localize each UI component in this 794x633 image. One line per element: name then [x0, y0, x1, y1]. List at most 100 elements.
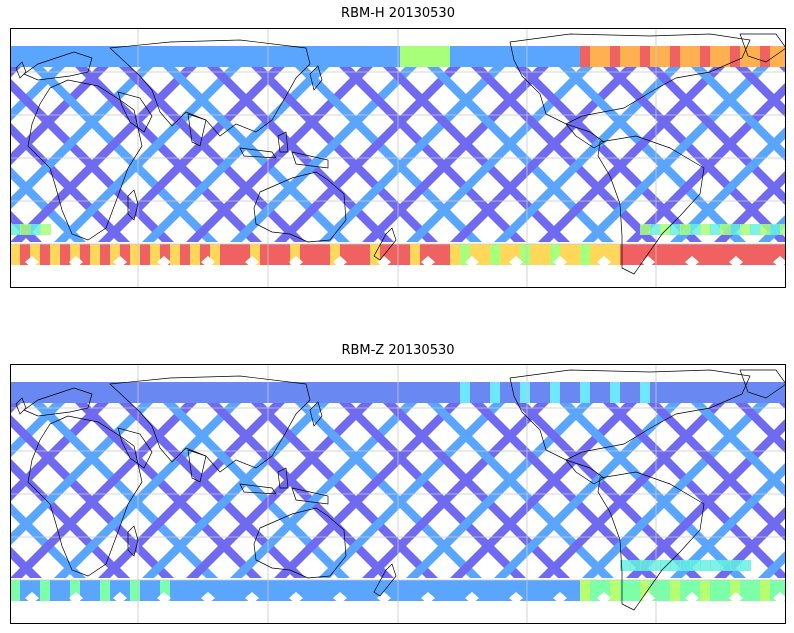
swath-tile	[190, 254, 201, 265]
swath-tile	[500, 244, 511, 255]
swath-tile	[40, 46, 51, 57]
swath-tile	[20, 580, 31, 591]
swath-tile	[70, 580, 81, 591]
swath-tile	[560, 382, 571, 393]
swath-tile	[190, 56, 201, 67]
swath-tile	[430, 46, 441, 57]
swath-tile	[360, 46, 371, 57]
swath-tile	[140, 46, 151, 57]
swath-tile	[30, 392, 41, 403]
swath-gap	[333, 256, 347, 268]
swath-tile	[300, 254, 311, 265]
swath-tile	[250, 56, 261, 67]
swath-tile	[320, 56, 331, 67]
swath-tile	[260, 382, 271, 393]
swath-track	[318, 382, 526, 578]
swath-gap	[201, 592, 215, 604]
swath-tile	[290, 244, 301, 255]
swath-tile	[580, 56, 591, 67]
swath-tile	[480, 382, 491, 393]
swath-track	[538, 46, 746, 242]
swath-layer	[10, 382, 786, 604]
swath-tile	[150, 244, 161, 255]
swath-tile	[650, 590, 661, 601]
swath-tile	[150, 46, 161, 57]
swath-tile	[640, 224, 651, 235]
swath-tile	[740, 46, 751, 57]
swath-tile	[700, 580, 711, 591]
swath-tile	[170, 382, 181, 393]
swath-tile	[240, 580, 251, 591]
coastlines	[15, 369, 786, 611]
swath-tile	[630, 46, 641, 57]
swath-tile	[270, 382, 281, 393]
swath-tile	[70, 46, 81, 57]
swath-tile	[80, 382, 91, 393]
swath-tile	[750, 580, 761, 591]
swath-gap	[597, 256, 611, 268]
panel-title-top: RBM-H 20130530	[341, 6, 455, 21]
swath-gap	[289, 592, 303, 604]
swath-tile	[110, 46, 121, 57]
swath-tile	[10, 392, 21, 403]
swath-tile	[540, 580, 551, 591]
swath-tile	[340, 382, 351, 393]
swath-tile	[450, 382, 461, 393]
swath-tile	[530, 590, 541, 601]
coastline	[109, 375, 311, 473]
map-frame	[10, 28, 786, 288]
swath-tile	[540, 590, 551, 601]
swath-gap	[465, 256, 479, 268]
swath-tile	[290, 46, 301, 57]
swath-tile	[450, 46, 461, 57]
swath-tile	[250, 382, 261, 393]
swath-tile	[760, 254, 771, 265]
swath-tile	[560, 244, 571, 255]
swath-tile	[270, 254, 281, 265]
swath-tile	[260, 590, 271, 601]
swath-track	[186, 382, 394, 578]
swath-tile	[500, 254, 511, 265]
swath-tile	[710, 382, 721, 393]
swath-tile	[770, 56, 781, 67]
swath-track	[670, 462, 786, 578]
swath-tile	[210, 590, 221, 601]
swath-tile	[240, 244, 251, 255]
swath-tile	[370, 56, 381, 67]
swath-tile	[220, 46, 231, 57]
swath-tile	[470, 382, 481, 393]
swath-tile	[650, 392, 661, 403]
swath-tile	[120, 46, 131, 57]
swath-tile	[760, 580, 771, 591]
swath-track	[758, 550, 786, 578]
swath-tile	[470, 392, 481, 403]
swath-gap	[509, 256, 523, 268]
swath-tile	[700, 244, 711, 255]
swath-tile	[690, 560, 701, 571]
swath-tile	[370, 392, 381, 403]
swath-tile	[450, 590, 461, 601]
swath-tile	[620, 46, 631, 57]
swath-tile	[490, 392, 501, 403]
swath-tile	[140, 392, 151, 403]
swath-tile	[770, 392, 781, 403]
swath-tile	[500, 590, 511, 601]
swath-tile	[530, 244, 541, 255]
swath-tile	[510, 46, 521, 57]
swath-tile	[50, 590, 61, 601]
swath-tile	[670, 254, 681, 265]
swath-tile	[690, 224, 701, 235]
swath-tile	[740, 254, 751, 265]
swath-track	[142, 382, 350, 578]
swath-tile	[720, 392, 731, 403]
swath-tile	[100, 254, 111, 265]
swath-tile	[480, 392, 491, 403]
swath-tile	[500, 46, 511, 57]
swath-tile	[60, 56, 71, 67]
swath-tile	[210, 56, 221, 67]
swath-tile	[120, 244, 131, 255]
swath-tile	[120, 392, 131, 403]
swath-tile	[370, 46, 381, 57]
swath-tile	[630, 56, 641, 67]
swath-tile	[270, 580, 281, 591]
